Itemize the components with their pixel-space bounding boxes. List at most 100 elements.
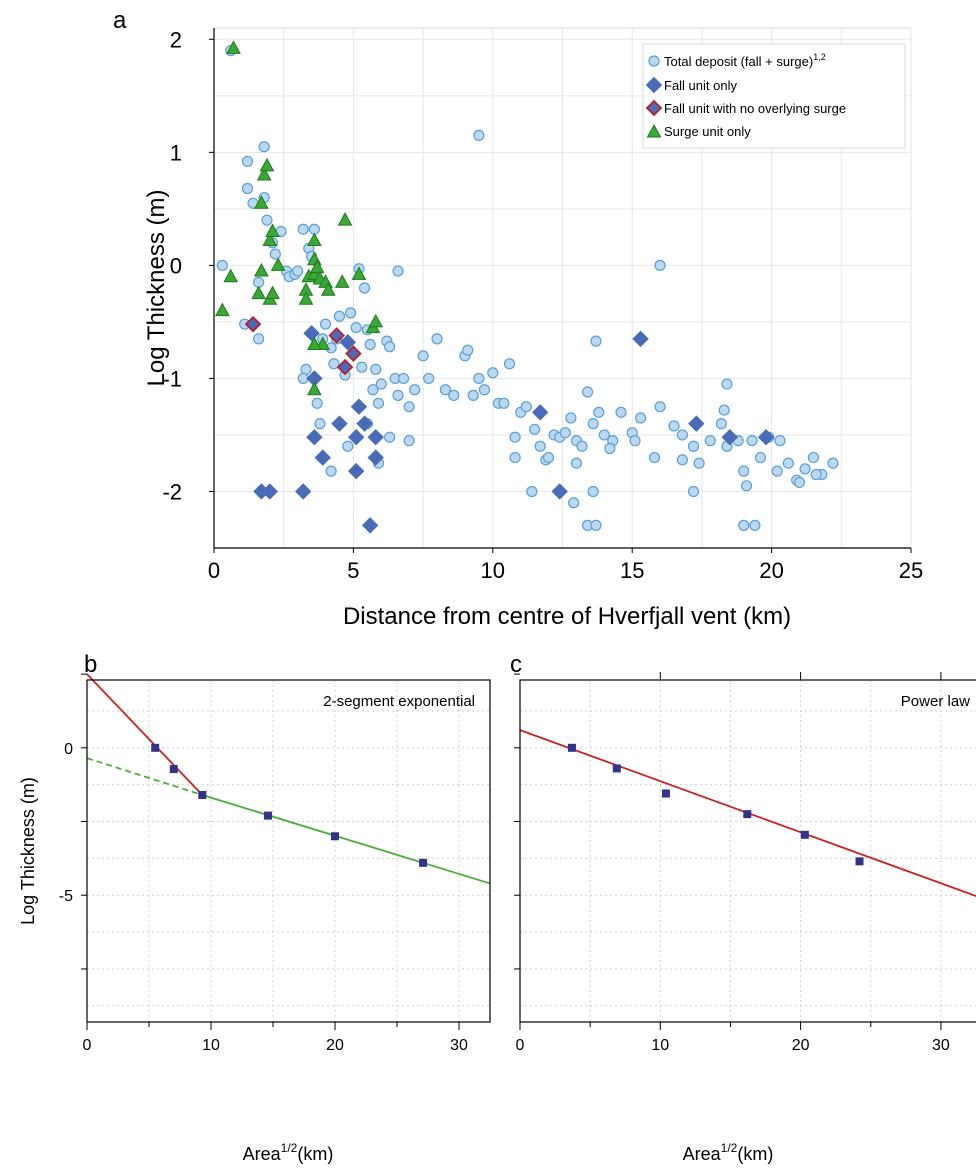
data-point-total-deposit [721, 378, 733, 390]
data-point-total-deposit [439, 384, 452, 396]
data-point-square [331, 832, 339, 841]
data-point-total-deposit [462, 344, 474, 356]
data-point-total-deposit [269, 248, 281, 260]
data-point-total-deposit [559, 427, 571, 439]
data-point-total-deposit [384, 341, 396, 353]
data-point-surge-unit [351, 266, 367, 280]
data-point-fall-unit [347, 429, 365, 446]
data-point-total-deposit [687, 485, 700, 498]
data-point-total-deposit [216, 259, 228, 271]
data-point-square [800, 830, 809, 839]
data-point-total-deposit [241, 155, 254, 167]
data-point-total-deposit [478, 384, 491, 396]
data-point-total-deposit [467, 389, 479, 401]
data-point-surge-unit [256, 166, 272, 181]
legend-item-fall-no-surge: Fall unit with no overlying surge [664, 101, 846, 116]
data-point-total-deposit [529, 423, 541, 435]
data-point-total-deposit [350, 321, 362, 334]
chart-b-x-label: Area1/2(km) [243, 1141, 334, 1164]
data-point-fall-unit [347, 462, 365, 480]
fit-line-gentle-extrapolated [86, 757, 203, 796]
x-tick-label: 0 [83, 1037, 92, 1054]
panel-label-b: b [84, 651, 97, 678]
chart-b: 0 10 20 30 0 -5 2-segment exponential Area1/2… [18, 673, 491, 1164]
data-point-surge-unit [254, 262, 269, 277]
data-point-square [151, 743, 160, 752]
data-point-fall-unit [303, 325, 320, 342]
legend-item-surge-unit-only: Surge unit only [664, 124, 751, 139]
data-point-fall-unit [551, 483, 568, 500]
data-point-total-deposit [403, 401, 415, 413]
data-point-fall-unit [721, 429, 738, 446]
data-point-fall-unit [367, 449, 384, 466]
data-point-fall-unit [314, 449, 331, 466]
data-point-total-deposit [328, 358, 340, 370]
data-point-total-deposit [325, 465, 337, 477]
data-point-total-deposit [581, 386, 594, 398]
data-point-total-deposit [417, 350, 429, 362]
data-point-fall-no-surge [345, 345, 362, 362]
chart-a-y-label: Log Thickness (m) [143, 190, 170, 387]
x-tick-label: 0 [208, 558, 220, 583]
data-point-surge-unit [259, 157, 275, 172]
chart-b-y-label: Log Thickness (m) [18, 777, 38, 925]
chart-c-frame [519, 679, 976, 1023]
data-point-total-deposit [261, 214, 273, 226]
data-point-surge-unit [265, 285, 280, 300]
data-point-square [169, 765, 178, 774]
data-point-square [567, 743, 576, 752]
data-point-surge-unit [215, 302, 230, 317]
y-tick-label: 1 [170, 140, 182, 165]
data-point-surge-unit [334, 274, 350, 288]
data-point-total-deposit [771, 465, 783, 477]
data-point-total-deposit [782, 457, 794, 469]
data-point-total-deposit [590, 335, 602, 347]
data-point-fall-unit [367, 429, 384, 446]
data-point-fall-unit [361, 517, 379, 534]
data-point-total-deposit [487, 367, 499, 379]
data-point-surge-unit [337, 212, 353, 226]
data-point-total-deposit [799, 463, 811, 475]
chart-b-ticks: 0 10 20 30 0 -5 [59, 673, 468, 1054]
data-point-total-deposit [397, 372, 410, 385]
x-tick-label: 20 [326, 1037, 344, 1054]
data-point-total-deposit [598, 429, 610, 441]
data-point-total-deposit [473, 129, 485, 141]
legend-marker-triangle [646, 123, 662, 138]
data-point-total-deposit [565, 412, 577, 424]
data-point-total-deposit [534, 440, 546, 452]
x-tick-label: 20 [792, 1037, 810, 1054]
fit-line-gentle [202, 794, 491, 885]
data-point-total-deposit [392, 389, 404, 401]
chart-c-ticks: 0 10 20 30 [514, 672, 950, 1054]
data-point-fall-unit [261, 483, 278, 500]
data-point-square [419, 858, 428, 867]
legend-item-total-deposit: Total deposit (fall + surge)1,2 [664, 52, 826, 69]
data-point-total-deposit [590, 519, 602, 531]
data-point-fall-no-surge [328, 327, 345, 344]
data-point-fall-unit [350, 398, 368, 415]
data-point-total-deposit [827, 457, 839, 469]
data-point-total-deposit [738, 465, 750, 477]
data-point-fall-unit [688, 415, 705, 432]
panel-label-c: c [510, 651, 522, 678]
data-point-total-deposit [774, 435, 786, 447]
data-point-total-deposit [364, 338, 376, 351]
data-point-total-deposit [793, 476, 806, 489]
data-point-total-deposit [342, 440, 354, 452]
fit-line-fit [519, 729, 976, 897]
data-point-total-deposit [358, 282, 371, 294]
legend-marker-diamond [645, 76, 663, 94]
data-point-fall-unit [531, 404, 549, 421]
data-point-total-deposit [372, 397, 385, 409]
data-point-total-deposit [384, 431, 396, 443]
data-point-total-deposit [629, 435, 641, 447]
data-point-surge-unit [270, 257, 286, 271]
data-point-surge-unit [254, 195, 269, 209]
data-point-surge-unit [307, 232, 322, 247]
chart-c-grid [520, 680, 976, 1022]
y-tick-label: 0 [64, 741, 73, 758]
data-point-total-deposit [431, 333, 443, 345]
